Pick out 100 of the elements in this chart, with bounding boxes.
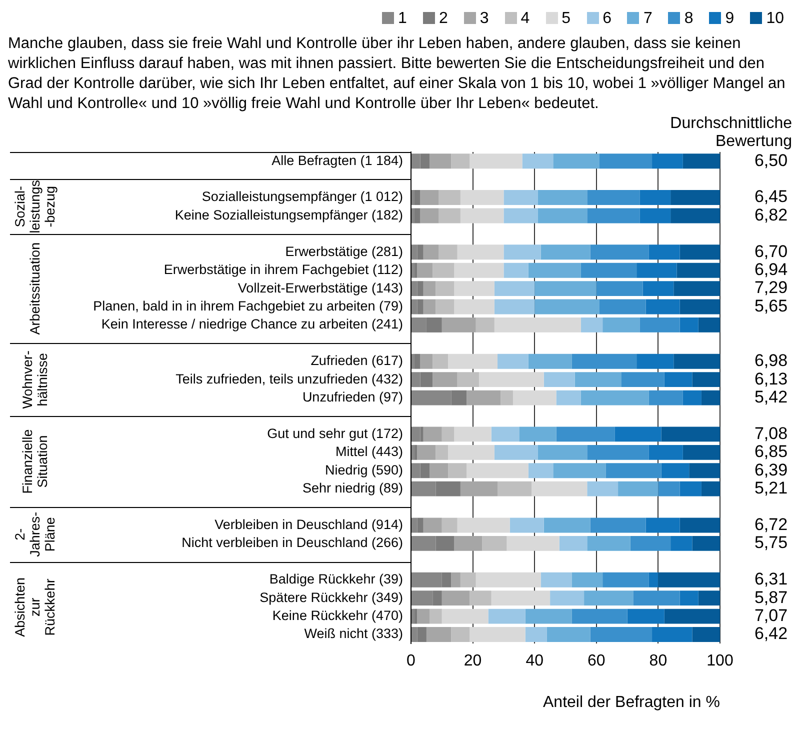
bar	[680, 481, 702, 496]
y-tick-label: Weiß nicht (333)	[304, 626, 403, 642]
bar	[580, 262, 637, 278]
bar	[432, 372, 458, 388]
text: Arbeitssituation	[28, 242, 43, 335]
bar	[476, 318, 494, 332]
bar	[680, 518, 720, 533]
legend-label: 3	[478, 10, 489, 28]
bar	[676, 262, 720, 278]
bar	[572, 354, 637, 369]
chart-title: Manche glauben, dass sie freie Wahl und Kontrolle über ihr Leben haben, andere glauben, dass sie keinen wirklichen Einfluss darauf haben, was mit ihnen passiert. Bitte bewerten Sie die Entscheidungsfreiheit und den Grad der Kontrolle darüber, wie sich Ihr Leben entfaltet, auf einer Skala von 1 bis 10, wobei 1 »völliger Mangel an Wahl und Kontrolle« und 10 »völlig freie Wahl und Kontrolle über Ihr Leben« bedeutet.	[7, 34, 786, 114]
text: 7,08 6,85 6,39 5,21	[754, 424, 788, 498]
bar	[540, 244, 590, 260]
bar	[587, 208, 640, 224]
bar	[457, 372, 479, 388]
bar	[414, 354, 420, 369]
bar	[556, 390, 581, 406]
bar	[498, 481, 532, 496]
bar	[646, 518, 680, 533]
legend-label: 10	[765, 10, 784, 28]
bar	[442, 426, 454, 442]
bar	[534, 299, 600, 314]
bar	[658, 481, 680, 496]
bar	[689, 463, 720, 478]
bar	[698, 318, 720, 332]
text: 6,72 5,75	[754, 514, 788, 552]
bar	[680, 244, 720, 260]
bar	[436, 281, 454, 296]
bar	[636, 354, 674, 369]
bar	[661, 426, 720, 442]
bar	[430, 608, 442, 624]
bar	[460, 481, 498, 496]
legend-label: 7	[642, 10, 652, 28]
bar	[506, 536, 560, 551]
legend-label: 8	[683, 10, 694, 28]
text: Finanzielle Situation	[20, 429, 50, 494]
bar	[438, 190, 460, 205]
y-tick-label: Erwerbstätige (281)	[285, 244, 403, 259]
bar	[417, 262, 433, 278]
y-tick-label: Sozialleistungsempfänger (1 012)	[202, 189, 403, 204]
x-axis-title: Anteil der Befragten in %	[543, 694, 720, 711]
bar	[460, 572, 476, 588]
bar	[504, 190, 538, 205]
y-tick-label: Verbleiben in Deuschland (914)	[214, 516, 403, 532]
bar	[544, 372, 575, 388]
bar	[640, 190, 671, 205]
legend-label: 9	[724, 10, 734, 28]
bar	[438, 208, 460, 224]
x-tick-label: 100	[706, 652, 734, 670]
bar	[482, 536, 507, 551]
y-tick-label: Keine Sozialleistungsempfänger (182)	[174, 207, 403, 222]
bar	[442, 590, 470, 606]
bar	[420, 190, 439, 205]
y-tick-label: Unzufrieden (97)	[302, 390, 403, 405]
bar	[584, 590, 634, 606]
bar	[701, 481, 720, 496]
bar	[426, 627, 452, 642]
bar	[478, 372, 544, 388]
bar	[596, 281, 643, 296]
bar	[538, 444, 588, 460]
bar	[538, 208, 588, 224]
bar	[680, 299, 720, 314]
bar	[454, 281, 494, 296]
bar	[692, 536, 720, 551]
bar	[417, 444, 436, 460]
bar	[488, 608, 526, 624]
y-tick-label: Kein Interesse / niedrige Chance zu arbeiten (241)	[101, 316, 403, 332]
text: 2- Jahres- Pläne	[12, 512, 58, 557]
bar	[512, 390, 556, 406]
text: 6,50	[754, 150, 788, 170]
bar	[640, 318, 680, 332]
bar	[674, 281, 720, 296]
bar	[670, 190, 720, 205]
bar	[522, 154, 554, 169]
bar	[587, 481, 618, 496]
bar	[652, 154, 683, 169]
legend-label: 5	[560, 10, 571, 28]
bar	[414, 262, 418, 278]
bar	[587, 190, 640, 205]
bar	[466, 390, 501, 406]
y-tick-label: Mittel (443)	[335, 444, 403, 460]
bar	[470, 154, 522, 169]
bar	[448, 463, 467, 478]
x-tick-label: 60	[588, 652, 606, 670]
bar	[451, 627, 470, 642]
text: Sozial- leistungs -bezug	[12, 180, 58, 234]
y-tick-label: Teils zufrieden, teils unzufrieden (432)	[176, 371, 403, 386]
bar	[599, 154, 652, 169]
text: Absichten zur Rückkehr	[12, 578, 58, 637]
bar	[454, 262, 504, 278]
bar	[430, 154, 452, 169]
bar	[491, 590, 550, 606]
bar	[556, 426, 615, 442]
bar	[550, 590, 584, 606]
bar	[504, 262, 528, 278]
bar	[648, 572, 658, 588]
bar	[640, 208, 671, 224]
x-tick-label: 20	[464, 652, 482, 670]
bar	[498, 354, 528, 369]
bar	[438, 244, 458, 260]
